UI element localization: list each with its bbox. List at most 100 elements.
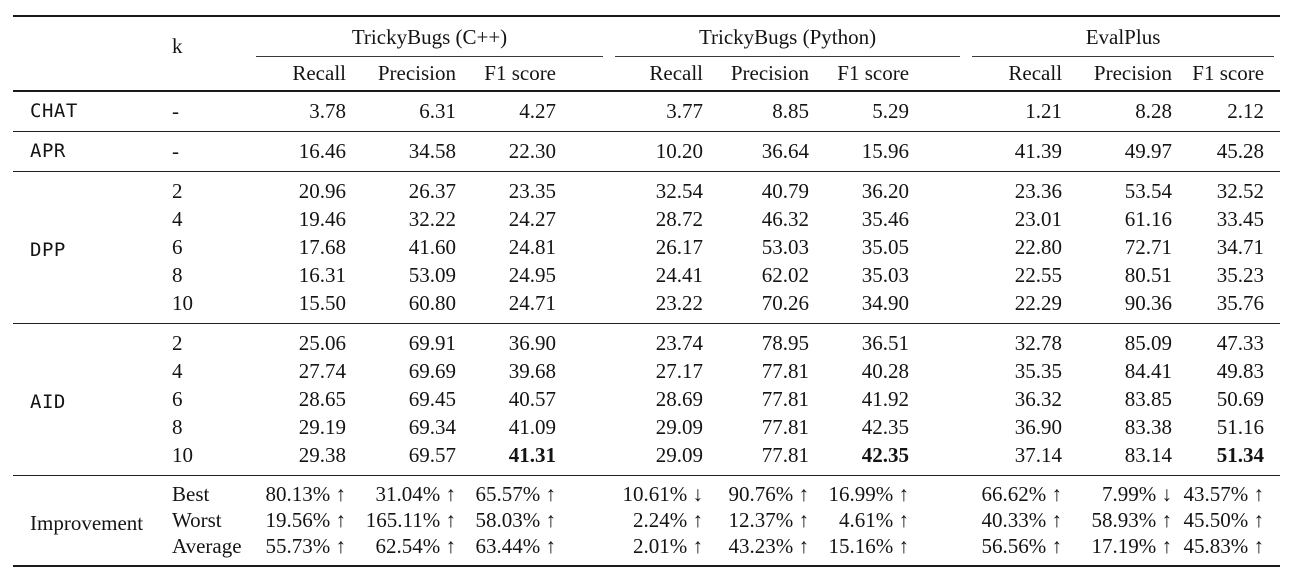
- table-row: 10 15.50 60.80 24.71 23.22 70.26 34.90 22.29 90.…: [13, 289, 1280, 324]
- stat-label-worst: Worst: [172, 507, 222, 532]
- cell-dpp-8-evalplus-recall: 22.55: [1014, 262, 1063, 287]
- cell-improvement-worst-evalplus-f1: 45.50% ↑: [1183, 507, 1265, 532]
- cell-aid-8-cpp-recall: 29.19: [298, 414, 346, 439]
- cell-aid-6-cpp-precision: 69.45: [408, 386, 456, 411]
- row-label-aid: AID: [30, 390, 66, 413]
- section-improvement: Improvement Best 80.13% ↑ 31.04% ↑ 65.57% ↑ 1…: [13, 475, 1281, 567]
- cell-aid-4-python-precision: 77.81: [761, 358, 810, 383]
- col-group-trickybugs-cpp: TrickyBugs (C++): [250, 16, 610, 57]
- table-row: Average 55.73% ↑ 62.54% ↑ 63.44% ↑ 2.01% ↑ 43…: [13, 533, 1280, 566]
- cell-aid-8-cpp-f1: 41.09: [508, 414, 557, 439]
- cell-aid-6-python-precision: 77.81: [761, 386, 810, 411]
- cell-improvement-worst-python-recall: 2.24% ↑: [633, 507, 704, 532]
- cell-aid-6-cpp-recall: 28.65: [298, 386, 346, 411]
- cell-chat---python-f1: 5.29: [872, 98, 910, 123]
- k-value-cell: 10: [172, 442, 193, 467]
- cell-dpp-10-evalplus-f1: 35.76: [1216, 290, 1265, 315]
- cell-aid-10-cpp-f1: 41.31: [508, 442, 557, 467]
- col-header-evalplus-recall: Recall: [1008, 61, 1063, 85]
- method-column-header: [13, 16, 170, 91]
- section-chat: CHAT - 3.78 6.31 4.27 3.77 8.85 5.29 1.21 8.28 2.1…: [13, 91, 1280, 132]
- col-header-evalplus-precision: Precision: [1093, 61, 1173, 85]
- cell-chat---cpp-f1: 4.27: [519, 98, 557, 123]
- cell-aid-10-evalplus-recall: 37.14: [1014, 442, 1063, 467]
- cell-aid-10-python-f1: 42.35: [861, 442, 910, 467]
- cell-chat---evalplus-precision: 8.28: [1135, 98, 1173, 123]
- cell-improvement-best-python-recall: 10.61% ↓: [622, 481, 704, 506]
- header-subrow: Recall Precision F1 score Recall Precisi…: [13, 57, 1280, 91]
- row-label-apr: APR: [30, 139, 66, 162]
- cell-aid-8-cpp-precision: 69.34: [408, 414, 456, 439]
- cell-aid-6-python-f1: 41.92: [861, 386, 910, 411]
- cell-improvement-average-python-recall: 2.01% ↑: [633, 533, 704, 558]
- section-apr: APR - 16.46 34.58 22.30 10.20 36.64 15.96 41.39 4…: [13, 131, 1281, 172]
- table-row: APR - 16.46 34.58 22.30 10.20 36.64 15.96 41.39 4…: [13, 132, 1280, 172]
- k-value-cell: 4: [172, 206, 183, 231]
- table-row: 4 19.46 32.22 24.27 28.72 46.32 35.46 23.01 61.1…: [13, 205, 1280, 233]
- cell-improvement-worst-evalplus-precision: 58.93% ↑: [1091, 507, 1173, 532]
- cell-dpp-2-evalplus-f1: 32.52: [1216, 178, 1265, 203]
- cell-aid-2-python-precision: 78.95: [761, 330, 810, 355]
- cell-aid-10-evalplus-precision: 83.14: [1124, 442, 1173, 467]
- cell-aid-8-python-f1: 42.35: [861, 414, 910, 439]
- cell-chat---cpp-recall: 3.78: [309, 98, 346, 123]
- cell-improvement-average-cpp-precision: 62.54% ↑: [375, 533, 457, 558]
- cell-improvement-average-evalplus-precision: 17.19% ↑: [1091, 533, 1173, 558]
- cell-improvement-best-cpp-f1: 65.57% ↑: [475, 481, 557, 506]
- cell-aid-4-cpp-f1: 39.68: [508, 358, 557, 383]
- cell-chat---python-recall: 3.77: [666, 98, 704, 123]
- cell-aid-2-python-f1: 36.51: [861, 330, 910, 355]
- cell-improvement-worst-cpp-recall: 19.56% ↑: [265, 507, 347, 532]
- col-group-trickybugs-python: TrickyBugs (Python): [609, 16, 967, 57]
- cell-dpp-10-evalplus-recall: 22.29: [1014, 290, 1063, 315]
- cell-aid-4-evalplus-recall: 35.35: [1014, 358, 1063, 383]
- table-row: AID 2 25.06 69.91 36.90 23.74 78.95 36.51 32.78 8…: [13, 324, 1280, 411]
- row-label-dpp: DPP: [30, 238, 66, 261]
- cell-improvement-average-evalplus-recall: 56.56% ↑: [981, 533, 1063, 558]
- cell-aid-6-cpp-f1: 40.57: [508, 386, 557, 411]
- cell-dpp-2-evalplus-recall: 23.36: [1014, 178, 1063, 203]
- cell-dpp-4-evalplus-precision: 61.16: [1124, 206, 1173, 231]
- cell-dpp-4-evalplus-f1: 33.45: [1216, 206, 1265, 231]
- cell-dpp-8-cpp-f1: 24.95: [508, 262, 557, 287]
- cell-aid-6-evalplus-precision: 83.85: [1124, 386, 1173, 411]
- cell-improvement-worst-cpp-precision: 165.11% ↑: [365, 507, 456, 532]
- cell-apr---python-recall: 10.20: [655, 138, 704, 163]
- cell-dpp-6-python-precision: 53.03: [761, 234, 810, 259]
- cell-dpp-6-cpp-recall: 17.68: [298, 234, 346, 259]
- cell-dpp-4-cpp-recall: 19.46: [298, 206, 346, 231]
- cell-aid-2-cpp-precision: 69.91: [408, 330, 456, 355]
- cell-apr---python-precision: 36.64: [761, 138, 810, 163]
- cell-aid-2-evalplus-precision: 85.09: [1124, 330, 1173, 355]
- cell-chat---python-precision: 8.85: [772, 98, 810, 123]
- cell-improvement-average-cpp-f1: 63.44% ↑: [475, 533, 557, 558]
- cell-improvement-best-evalplus-f1: 43.57% ↑: [1183, 481, 1265, 506]
- cell-dpp-6-evalplus-recall: 22.80: [1014, 234, 1063, 259]
- cell-aid-10-evalplus-f1: 51.34: [1216, 442, 1265, 467]
- cell-improvement-average-python-f1: 15.16% ↑: [828, 533, 910, 558]
- cell-improvement-worst-cpp-f1: 58.03% ↑: [475, 507, 557, 532]
- col-header-python-recall: Recall: [649, 61, 704, 85]
- cell-improvement-best-evalplus-precision: 7.99% ↓: [1102, 481, 1173, 506]
- cell-improvement-worst-python-f1: 4.61% ↑: [839, 507, 910, 532]
- cell-dpp-8-python-precision: 62.02: [761, 262, 810, 287]
- col-header-cpp-recall: Recall: [292, 61, 346, 85]
- cell-aid-4-evalplus-precision: 84.41: [1124, 358, 1173, 383]
- cell-dpp-10-cpp-recall: 15.50: [298, 290, 346, 315]
- row-label-chat: CHAT: [30, 99, 78, 122]
- cell-dpp-10-python-f1: 34.90: [861, 290, 910, 315]
- cell-chat---evalplus-f1: 2.12: [1227, 98, 1265, 123]
- results-table: k TrickyBugs (C++) TrickyBugs (Python) E…: [13, 15, 1281, 567]
- cell-dpp-6-cpp-f1: 24.81: [508, 234, 557, 259]
- table-row: Improvement Best 80.13% ↑ 31.04% ↑ 65.57% ↑ 1…: [13, 476, 1280, 533]
- cell-apr---cpp-f1: 22.30: [508, 138, 557, 163]
- cell-dpp-6-python-f1: 35.05: [861, 234, 910, 259]
- section-dpp: DPP 2 20.96 26.37 23.35 32.54 40.79 36.20 23.36 5…: [13, 171, 1281, 324]
- col-header-cpp-precision: Precision: [377, 61, 456, 85]
- cell-improvement-best-cpp-precision: 31.04% ↑: [375, 481, 457, 506]
- cell-dpp-6-evalplus-f1: 34.71: [1216, 234, 1265, 259]
- cell-aid-10-cpp-precision: 69.57: [408, 442, 456, 467]
- cell-aid-8-python-precision: 77.81: [761, 414, 810, 439]
- cell-dpp-10-cpp-f1: 24.71: [508, 290, 557, 315]
- cell-dpp-2-evalplus-precision: 53.54: [1124, 178, 1173, 203]
